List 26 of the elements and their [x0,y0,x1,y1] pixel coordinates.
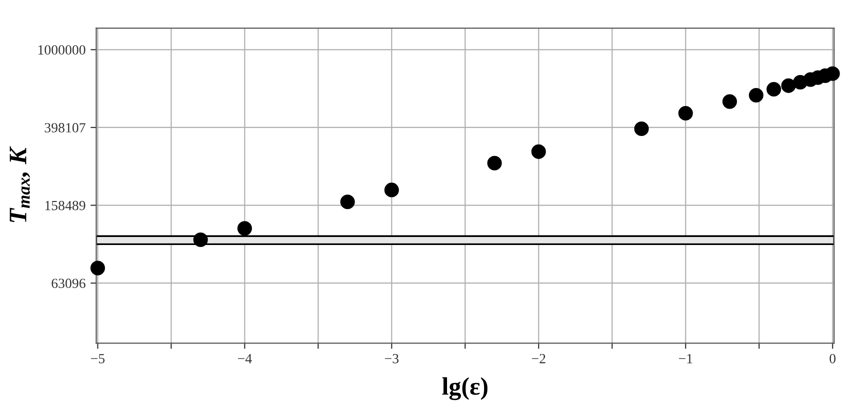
y-tick-label: 398107 [44,123,86,132]
point [678,106,693,121]
point [781,78,796,93]
y-tick-label: 1000000 [38,45,86,55]
x-tick-label: −5 [91,354,105,364]
x-axis-title: lg(ε) [442,377,488,400]
y-tick-label: 63096 [52,278,86,288]
point [634,121,649,136]
point [748,88,764,103]
x-tick-label: 0 [830,354,836,364]
y-tick-label: 158489 [45,200,86,210]
x-tick-label: −1 [678,354,692,364]
x-tick-label: −3 [384,354,399,364]
point [531,144,546,159]
point [766,82,782,97]
y-axis-title: T$_{max}$, K [10,146,30,222]
x-tick-label: −4 [238,354,252,364]
point [722,94,737,109]
point [340,194,355,210]
point [384,182,399,198]
point [90,260,105,276]
point [825,66,840,81]
point [487,156,502,170]
point [193,232,208,248]
point [237,221,252,236]
x-tick-label: −2 [532,354,546,364]
